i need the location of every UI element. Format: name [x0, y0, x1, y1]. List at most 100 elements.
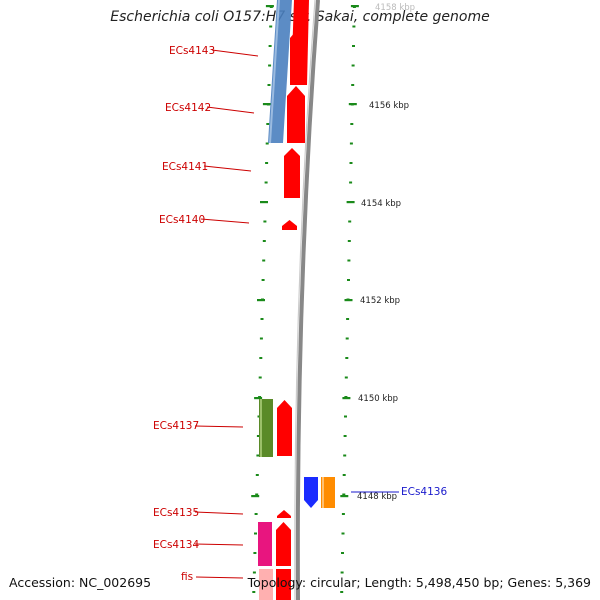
tick-outer	[343, 435, 347, 437]
tick-major-outer	[350, 5, 359, 8]
feature-block-pink	[259, 569, 273, 600]
feature-block-olive	[259, 399, 273, 457]
tick-outer	[347, 279, 350, 281]
cds-arrow	[290, 28, 307, 85]
kbp-label: 4154 kbp	[361, 199, 401, 209]
gene-label: ECs4137	[153, 420, 199, 432]
tick-inner	[256, 454, 260, 457]
gene-label-leader	[203, 165, 252, 172]
tick-major-inner	[257, 299, 265, 302]
gene-label: ECs4136	[401, 486, 447, 498]
tick-inner	[260, 318, 264, 320]
cds-arrow	[277, 510, 291, 518]
tick-inner	[254, 532, 257, 535]
tick-marks	[251, 5, 359, 593]
tick-outer	[348, 220, 352, 223]
tick-outer	[347, 240, 351, 242]
gene-label-leader	[194, 543, 244, 546]
tick-outer	[341, 513, 345, 515]
tick-outer	[340, 591, 344, 593]
tick-outer	[351, 64, 355, 67]
tick-inner	[269, 25, 273, 28]
feature-block-blue-shade	[269, 0, 280, 144]
backbone-inner	[294, 0, 316, 600]
tick-outer	[349, 181, 353, 184]
tick-outer	[341, 532, 345, 535]
gene-label: ECs4142	[165, 102, 211, 114]
tick-inner	[263, 220, 267, 223]
gene-label-leader	[194, 425, 244, 428]
tick-outer	[342, 493, 346, 496]
kbp-label: 4150 kbp	[358, 394, 398, 404]
tick-inner	[262, 240, 266, 242]
tick-outer	[343, 454, 347, 457]
tick-inner	[253, 552, 257, 554]
tick-inner	[255, 493, 259, 496]
tick-outer	[349, 162, 353, 164]
gene-label: fis	[181, 571, 193, 583]
gene-label: ECs4141	[162, 161, 208, 173]
tick-major-inner	[260, 201, 268, 204]
tick-inner	[252, 571, 256, 574]
tick-outer	[351, 84, 355, 86]
kbp-label: 4148 kbp	[357, 492, 397, 502]
tick-inner	[265, 142, 269, 145]
tick-major-outer	[348, 103, 357, 106]
tick-inner	[268, 64, 272, 67]
feature-block-orange	[321, 477, 335, 508]
tick-major-outer	[340, 495, 349, 498]
tick-inner	[255, 474, 259, 476]
backbone-outer	[295, 0, 320, 600]
kbp-label: 4158 kbp	[375, 3, 415, 13]
gene-label: ECs4143	[169, 45, 215, 57]
gene-label-leader	[194, 511, 244, 515]
tick-outer	[350, 123, 354, 125]
gene-label-leader	[206, 106, 255, 114]
kbp-label: 4156 kbp	[369, 101, 409, 111]
tick-inner	[258, 376, 262, 379]
feature-block-magenta	[258, 522, 272, 566]
accession-label: Accession: NC_002695	[9, 575, 152, 590]
tick-outer	[352, 25, 356, 28]
cds-arrow-reverse	[304, 477, 318, 508]
tick-inner	[259, 337, 263, 340]
tick-inner	[256, 435, 260, 437]
tick-inner	[268, 45, 272, 47]
cds-arrow	[276, 569, 291, 600]
tick-inner	[264, 181, 268, 184]
gene-label: ECs4134	[153, 539, 199, 551]
gene-label: ECs4135	[153, 507, 199, 519]
tick-inner	[262, 259, 266, 262]
tick-inner	[267, 84, 271, 86]
tick-outer	[345, 357, 349, 359]
tick-outer	[346, 318, 350, 320]
tick-major-inner	[262, 103, 271, 106]
cds-arrow	[287, 86, 305, 143]
tick-outer	[349, 142, 353, 145]
tick-major-outer	[346, 201, 355, 204]
gene-label-leader	[195, 576, 244, 579]
tick-outer	[345, 337, 349, 340]
cds-arrow	[282, 220, 297, 230]
tick-major-outer	[344, 299, 353, 302]
cds-arrow	[284, 148, 300, 198]
tick-outer	[352, 45, 355, 47]
gene-label-leader	[200, 218, 250, 224]
tick-inner	[259, 357, 263, 359]
tick-inner	[266, 123, 270, 125]
tick-major-inner	[251, 495, 260, 498]
gene-label-leader	[211, 49, 259, 57]
tick-outer	[341, 552, 344, 554]
cds-arrow	[276, 522, 291, 566]
tick-major-inner	[254, 397, 263, 400]
tick-outer	[340, 571, 344, 574]
tick-inner	[261, 279, 265, 281]
tick-major-inner	[265, 5, 274, 8]
tick-major-outer	[342, 397, 351, 400]
tick-inner	[254, 513, 258, 515]
kbp-label: 4152 kbp	[360, 296, 400, 306]
feature-block-blue	[268, 0, 292, 143]
tick-inner	[265, 162, 269, 164]
tick-outer	[344, 415, 347, 418]
